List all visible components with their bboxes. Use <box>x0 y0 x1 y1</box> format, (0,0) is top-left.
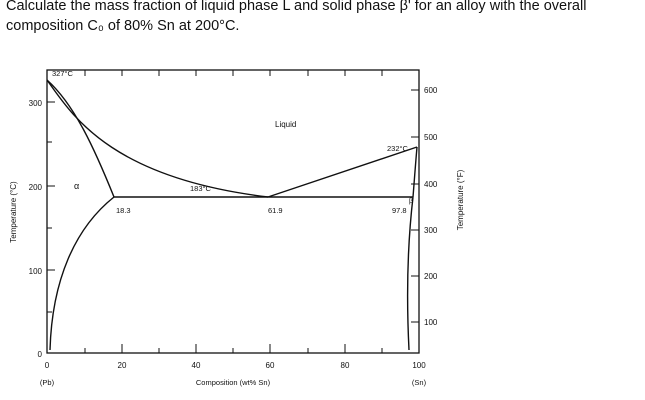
alpha-region-label: α <box>74 181 79 191</box>
left-tick-100: 100 <box>29 267 43 276</box>
eutectic-comp-label: 61.9 <box>268 206 283 215</box>
right-tick-400: 400 <box>424 180 438 189</box>
left-tick-200: 200 <box>29 183 43 192</box>
bottom-axis-title: Composition (wt% Sn) <box>196 378 271 387</box>
right-tick-100: 100 <box>424 318 438 327</box>
top-ticks <box>84 70 383 76</box>
solvus-right <box>406 196 414 351</box>
right-tick-500: 500 <box>424 133 438 142</box>
pb-melting-label: 327°C <box>52 69 74 78</box>
eutectic-temp-label: 183°C <box>190 184 212 193</box>
left-ticks <box>47 101 55 313</box>
solidus-right <box>412 146 418 198</box>
beta-limit-label: 97.8 <box>392 206 407 215</box>
sn-melting-label: 232°C <box>387 144 409 153</box>
solidus-left <box>46 79 115 198</box>
sn-end-label: (Sn) <box>412 378 427 387</box>
pb-end-label: (Pb) <box>40 378 55 387</box>
beta-region-label: β <box>409 198 413 205</box>
question-line-2: composition C₀ of 80% Sn at 200°C. <box>6 18 240 34</box>
plot-frame <box>46 69 420 354</box>
left-tick-0: 0 <box>38 350 43 359</box>
bottom-tick-80: 80 <box>341 361 350 370</box>
bottom-tick-100: 100 <box>412 361 426 370</box>
phase-boundaries <box>46 79 418 351</box>
liquidus-right <box>267 146 418 198</box>
bottom-ticks <box>46 344 420 353</box>
solvus-left <box>49 196 115 351</box>
question-text: Calculate the mass fraction of liquid ph… <box>6 0 642 36</box>
left-axis-title: Temperature (°C) <box>9 181 18 243</box>
right-tick-600: 600 <box>424 86 438 95</box>
right-tick-300: 300 <box>424 226 438 235</box>
bottom-tick-0: 0 <box>45 361 50 370</box>
alpha-limit-label: 18.3 <box>116 206 131 215</box>
question-line-1: Calculate the mass fraction of liquid ph… <box>6 0 587 14</box>
right-tick-200: 200 <box>424 272 438 281</box>
bottom-tick-60: 60 <box>266 361 275 370</box>
bottom-tick-20: 20 <box>118 361 127 370</box>
right-ticks <box>411 89 419 323</box>
right-axis-title: Temperature (°F) <box>456 169 465 230</box>
bottom-tick-40: 40 <box>192 361 201 370</box>
liquidus-left <box>46 79 269 198</box>
left-tick-300: 300 <box>29 99 43 108</box>
liquid-region-label: Liquid <box>275 120 296 129</box>
